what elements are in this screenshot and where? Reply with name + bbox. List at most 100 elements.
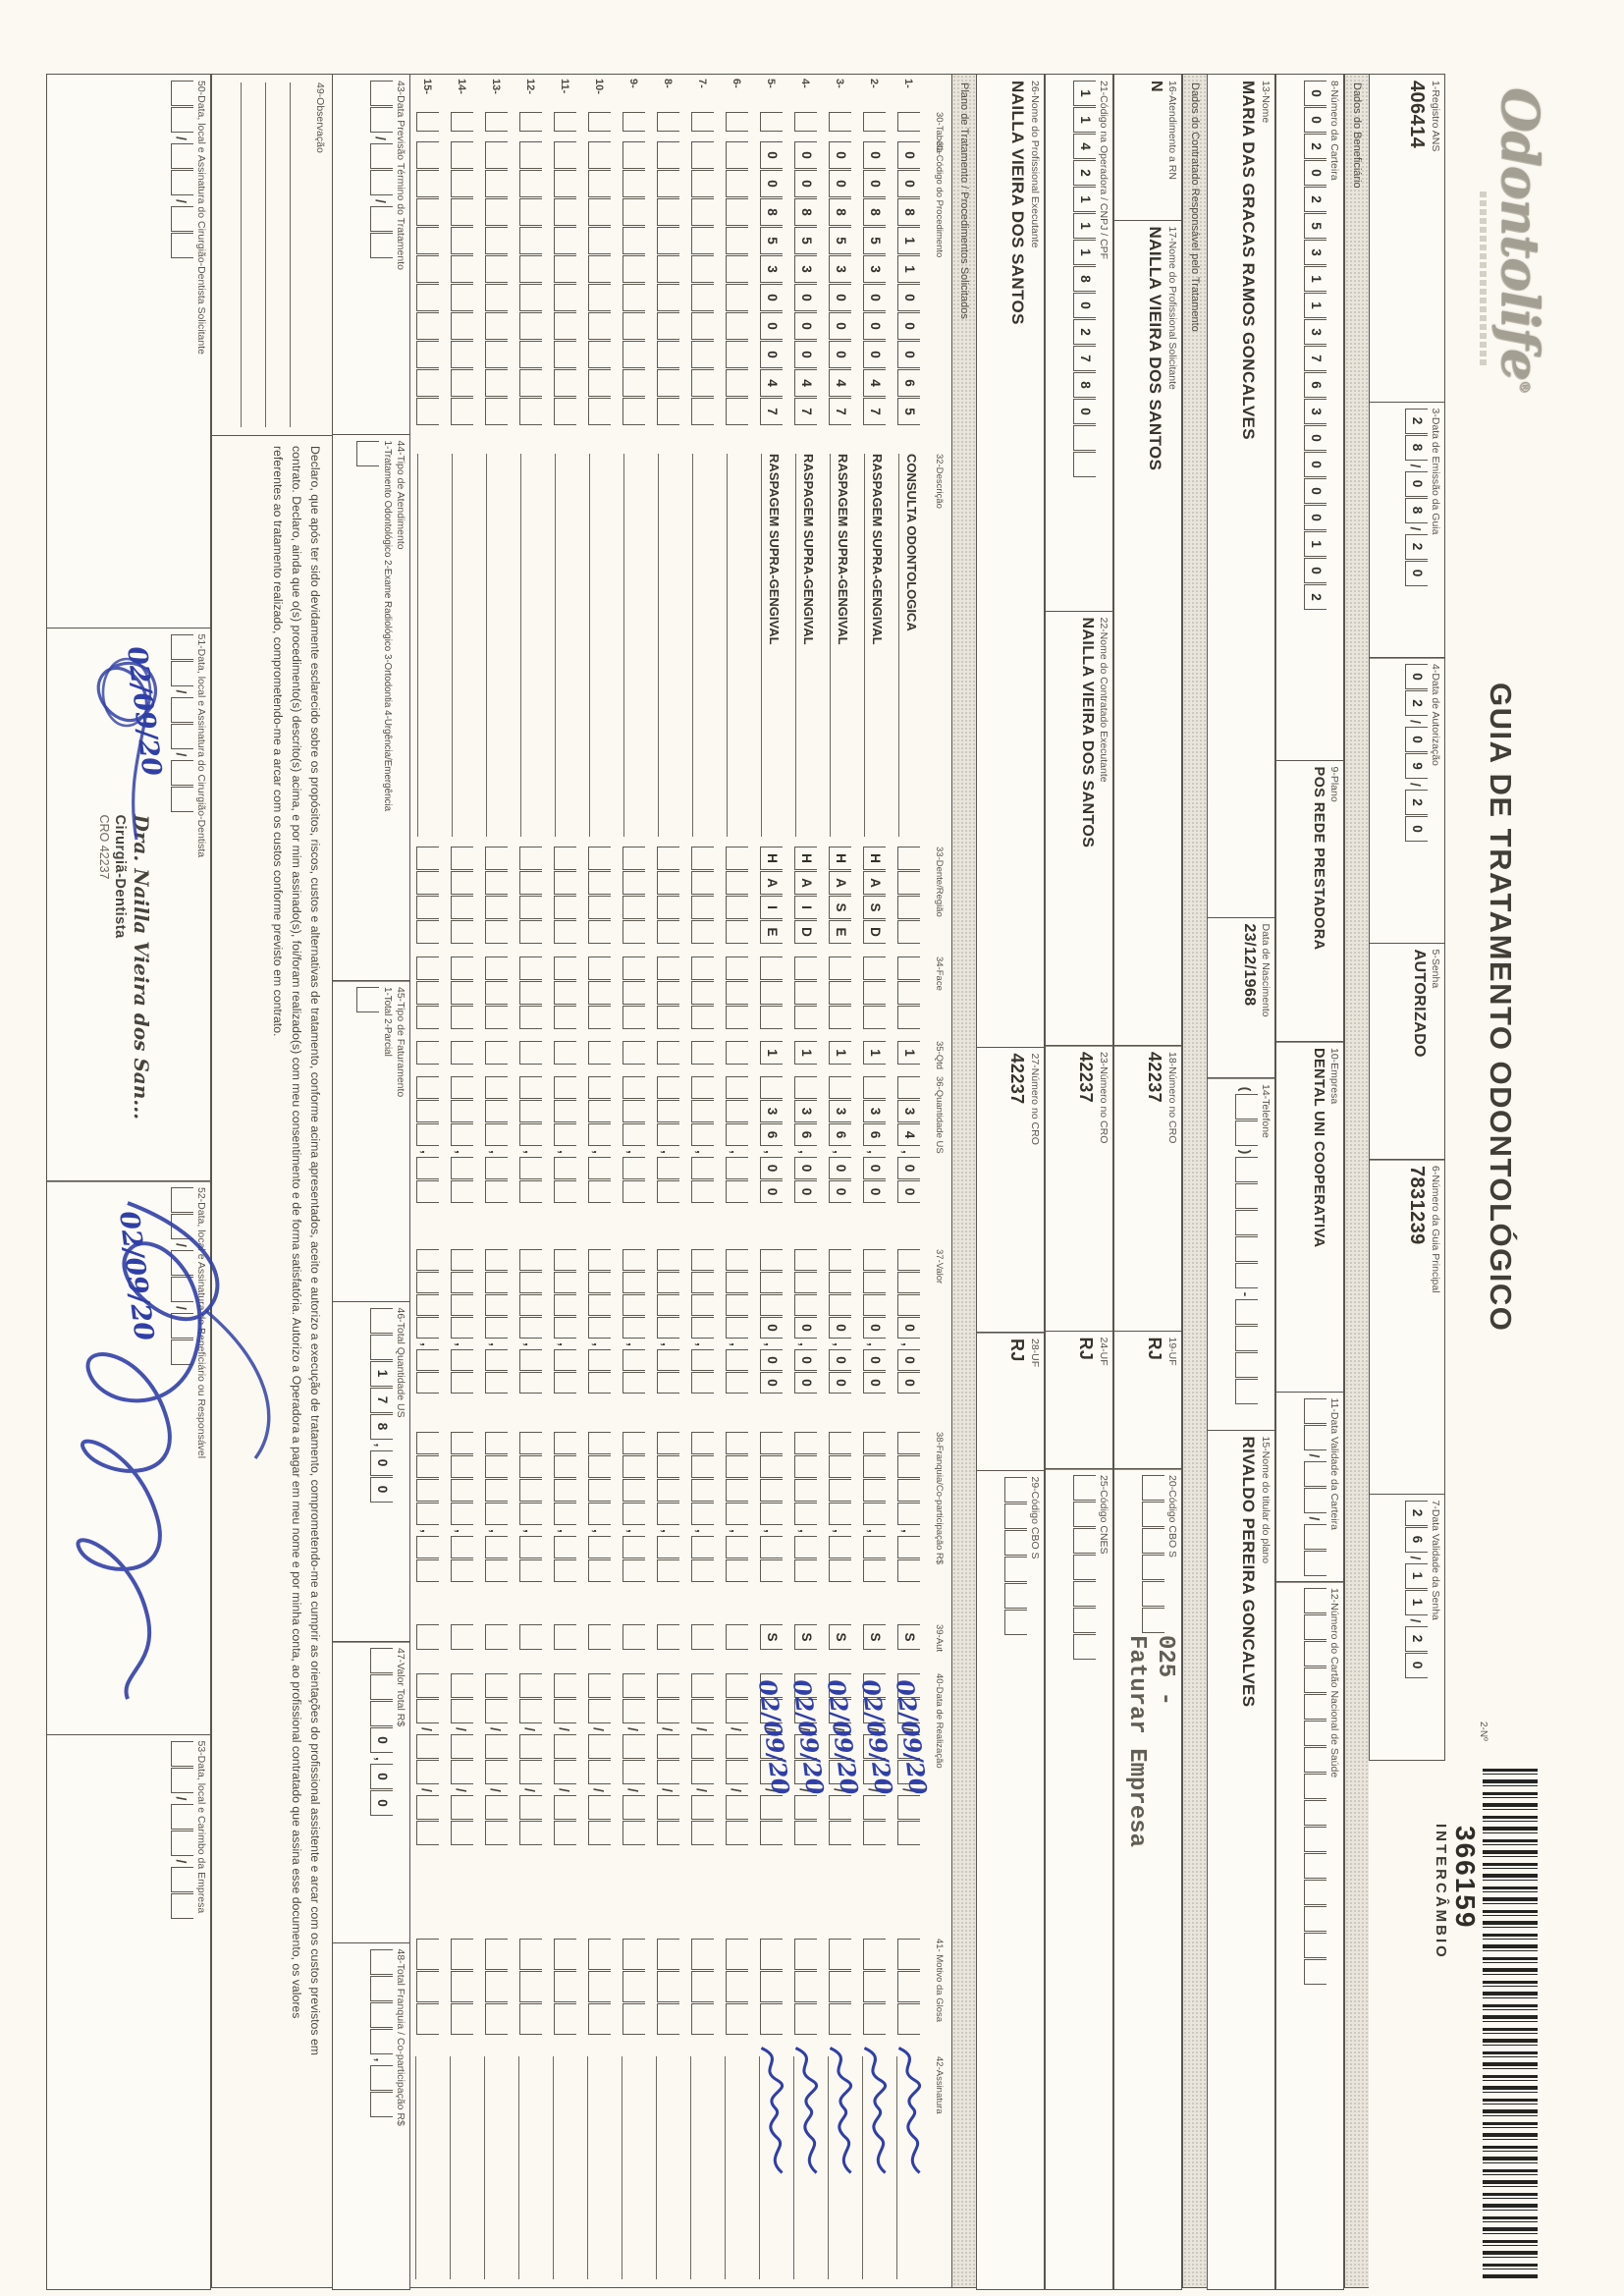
comb-separator: , <box>625 1529 641 1533</box>
sign-box-solicitante: 50-Data, local e Assinatura do Cirurgião… <box>46 74 211 629</box>
comb-box: 0 <box>863 1317 886 1339</box>
field-label: 1-Registro ANS <box>1430 81 1441 152</box>
comb-box <box>657 1455 679 1478</box>
cell-franquia: , <box>554 1432 576 1624</box>
comb-separator: , <box>900 1342 916 1346</box>
comb-box: 0 <box>863 170 886 197</box>
cell-face <box>897 957 920 1041</box>
comb-box: 1 <box>897 255 920 283</box>
cell-valor: 0,00 <box>794 1249 817 1432</box>
comb-box <box>355 440 379 466</box>
cell-data-realizacao: // <box>657 1673 679 1939</box>
row-number: 10- <box>593 79 606 94</box>
cell-tabela <box>657 112 679 141</box>
comb-box <box>588 1076 611 1099</box>
comb-box <box>554 198 576 226</box>
comb-box <box>623 2003 645 2035</box>
field-label: 22-Nome do Contratado Executante <box>1098 617 1110 783</box>
comb-box <box>369 206 393 232</box>
comb-box <box>657 1821 679 1845</box>
comb-box: H <box>863 847 886 870</box>
comb-box: S <box>829 1624 851 1650</box>
comb-box <box>170 1866 193 1892</box>
comb-box <box>588 1673 611 1698</box>
cell-data-realizacao: // <box>451 1673 473 1939</box>
comb-box <box>519 1624 542 1650</box>
comb-box: 0 <box>794 341 817 368</box>
cell-data-realizacao: //02/09/20 <box>891 1673 933 1939</box>
comb-box: 3 <box>829 255 851 283</box>
comb-box <box>760 112 783 132</box>
cell-codigo-procedimento <box>588 141 611 454</box>
comb-box <box>794 1076 817 1099</box>
comb-separator: / <box>419 1727 435 1731</box>
form-body: 1-Registro ANS 406414 3-Data de Emissão … <box>46 74 1445 2290</box>
comb-box <box>554 1272 576 1293</box>
cell-aut <box>623 1624 645 1673</box>
comb-separator: , <box>488 1529 504 1533</box>
cell-dente-regiao: HASD <box>863 847 886 957</box>
field-tipo-atendimento: 44-Tipo de Atendimento 1-Tratamento Odon… <box>332 433 410 982</box>
comb-box <box>485 1272 508 1293</box>
comb-box <box>726 112 748 132</box>
comb-box: 4 <box>897 1123 920 1146</box>
comb-box: 3 <box>794 1100 817 1122</box>
comb-box <box>416 981 439 1005</box>
comb-box: 0 <box>1303 160 1326 186</box>
comb-box <box>726 255 748 283</box>
comb-separator: , <box>557 1529 572 1533</box>
comb-box: 8 <box>1404 497 1428 523</box>
comb-box <box>657 957 679 980</box>
comb-box <box>829 1455 851 1478</box>
comb-separator: , <box>797 1150 813 1154</box>
comb-box <box>657 141 679 169</box>
cell-assinatura <box>553 2056 577 2279</box>
comb-box <box>623 1536 645 1558</box>
comb-box <box>691 170 714 197</box>
field-nome-prof-executante: 26-Nome do Profissional Executante NAILL… <box>976 74 1045 1048</box>
comb-box <box>588 2003 611 2035</box>
comb-box <box>726 1734 748 1759</box>
comb-box <box>554 112 576 132</box>
comb-box: 1 <box>897 1041 920 1065</box>
comb-box: 0 <box>1303 452 1326 477</box>
comb-box <box>1234 1210 1258 1235</box>
cell-qtd <box>416 1041 439 1076</box>
cell-descricao <box>555 454 575 837</box>
comb-box <box>623 1157 645 1179</box>
comb-box <box>588 1821 611 1845</box>
comb-box <box>829 1294 851 1316</box>
header-spacer <box>1369 1759 1445 2290</box>
comb-box <box>623 1294 645 1316</box>
cell-descricao <box>589 454 610 837</box>
comb-box: 0 <box>794 312 817 340</box>
comb-box <box>726 341 748 368</box>
comb-box: 0 <box>863 341 886 368</box>
comb-separator: / <box>694 1727 710 1731</box>
cell-face <box>588 957 611 1041</box>
comb-separator: / <box>1407 526 1424 531</box>
comb-box <box>726 369 748 397</box>
comb-box <box>485 981 508 1005</box>
field-titular-plano: 15-Nome do titular do plano RIVALDO PERE… <box>1207 1429 1275 2290</box>
cell-face <box>794 957 817 1041</box>
comb-box <box>1003 1476 1027 1503</box>
comb-box <box>794 1432 817 1454</box>
field-label: 24-UF <box>1098 1337 1110 1366</box>
comb-box <box>588 1971 611 2002</box>
comb-field <box>1072 1475 1096 2283</box>
comb-box <box>657 1123 679 1146</box>
comb-box <box>726 198 748 226</box>
comb-box <box>1072 1608 1096 1633</box>
comb-box <box>897 920 920 944</box>
comb-field: 26/11/20 <box>1404 1500 1428 1754</box>
comb-box <box>863 1479 886 1502</box>
comb-box <box>691 112 714 132</box>
comb-box <box>829 1821 851 1845</box>
cell-valor: , <box>657 1249 679 1432</box>
comb-box <box>369 170 393 195</box>
cell-assinatura <box>793 2056 818 2279</box>
cell-dente-regiao <box>726 847 748 957</box>
comb-box <box>485 369 508 397</box>
sign-box-carimbo-empresa: 53-Data, local e Carimbo da Empresa // <box>46 1733 211 2290</box>
